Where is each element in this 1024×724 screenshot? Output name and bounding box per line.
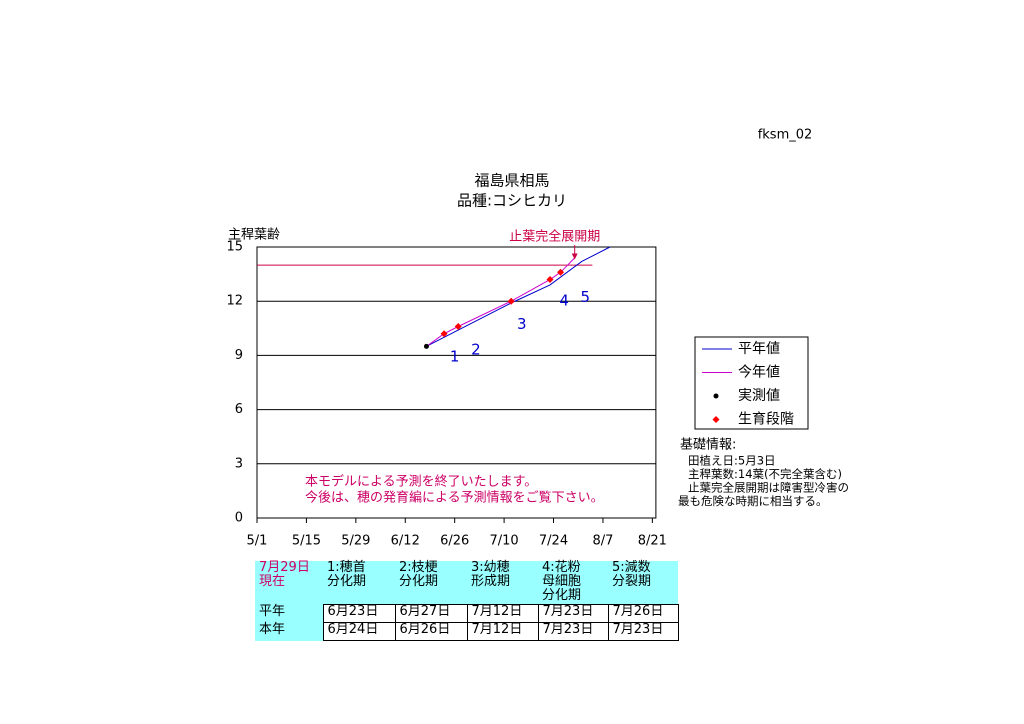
header-cell: 1:穂首 分化期 xyxy=(323,561,395,605)
x-tick-label: 7/24 xyxy=(539,534,568,549)
arrow-head xyxy=(571,253,578,260)
x-tick-label: 5/15 xyxy=(292,534,321,549)
table-cell: 7月23日 xyxy=(607,622,679,641)
header-text: 分化期 xyxy=(542,588,582,603)
y-tick-label: 3 xyxy=(235,456,243,471)
header-text: 1:穂首 xyxy=(327,560,366,575)
header-text: 分化期 xyxy=(399,574,439,589)
point xyxy=(454,322,462,330)
y-tick-label: 12 xyxy=(226,294,243,309)
note: 本モデルによる予測を終了いたします。 xyxy=(305,474,537,490)
point xyxy=(423,343,429,349)
header-text: 分裂期 xyxy=(612,574,652,589)
table-cell: 本年 xyxy=(255,622,323,641)
stage-label: 1 xyxy=(450,348,460,366)
table-row: 本年 6月24日 6月26日 7月12日 7月23日 7月23日 xyxy=(255,622,679,641)
annotation: 止葉完全展開期 xyxy=(509,229,600,245)
chart-title: 福島県相馬 xyxy=(474,172,549,190)
header-text: 4:花粉 xyxy=(542,560,581,575)
point xyxy=(507,297,515,305)
x-tick-label: 8/21 xyxy=(638,534,667,549)
header-cell: 3:幼穂 形成期 xyxy=(467,561,538,605)
table-cell: 平年 xyxy=(255,604,323,623)
y-axis-label: 主稈葉齢 xyxy=(228,228,280,243)
y-tick-label: 6 xyxy=(235,402,243,417)
info-title: 基礎情報: xyxy=(680,438,736,453)
x-tick-label: 5/29 xyxy=(341,534,370,549)
header-cell: 4:花粉 母細胞 分化期 xyxy=(538,561,608,605)
header-text: 5:減数 xyxy=(612,560,651,575)
point xyxy=(440,330,448,338)
info-line: 田植え日:5月3日 xyxy=(688,454,776,468)
table-cell: 6月27日 xyxy=(394,604,468,623)
x-tick-label: 5/1 xyxy=(247,534,268,549)
legend-label: 今年値 xyxy=(738,365,780,381)
table-cell: 7月23日 xyxy=(537,622,609,641)
header-text: 7月29日 xyxy=(259,560,310,575)
info-line: 止葉完全展開期は障害型冷害の xyxy=(688,481,849,495)
x-tick-label: 7/10 xyxy=(489,534,518,549)
header-row: 7月29日 現在 1:穂首 分化期 2:枝梗 分化期 3:幼穂 形成期 4:花粉 母細胞 分化期 5:… xyxy=(255,561,678,605)
legend-label: 生育段階 xyxy=(738,412,794,428)
header-cell: 5:減数 分裂期 xyxy=(608,561,678,605)
series-line xyxy=(426,257,576,347)
legend-label: 平年値 xyxy=(738,341,780,357)
stage-table: 7月29日 現在 1:穂首 分化期 2:枝梗 分化期 3:幼穂 形成期 4:花粉 母細胞 分化期 5:… xyxy=(255,561,679,641)
page-id: fksm_02 xyxy=(758,128,813,143)
note: 今後は、穂の発育編による予測情報をご覧下さい。 xyxy=(305,490,604,506)
y-tick-label: 15 xyxy=(226,240,243,255)
stage-label: 2 xyxy=(471,340,481,358)
header-text: 現在 xyxy=(259,574,286,589)
x-tick-label: 8/7 xyxy=(592,534,613,549)
stage-label: 4 xyxy=(559,292,569,310)
legend-box xyxy=(694,336,809,430)
stage-label: 3 xyxy=(517,315,527,333)
header-text: 3:幼穂 xyxy=(471,560,510,575)
legend-swatch xyxy=(713,393,719,399)
y-tick-label: 0 xyxy=(235,511,243,526)
header-text: 母細胞 xyxy=(542,574,582,589)
info-line: 最も危険な時期に相当する。 xyxy=(678,494,828,508)
point xyxy=(557,268,565,276)
y-tick-label: 9 xyxy=(235,348,243,363)
point xyxy=(546,276,554,284)
header-text: 分化期 xyxy=(327,574,367,589)
header-text: 2:枝梗 xyxy=(399,560,438,575)
header-cell: 7月29日 現在 xyxy=(255,561,323,605)
table-cell: 6月24日 xyxy=(322,622,396,641)
table-cell: 7月12日 xyxy=(466,622,539,641)
series-line xyxy=(426,246,611,347)
table-cell: 7月26日 xyxy=(607,604,679,623)
chart-subtitle: 品種:コシヒカリ xyxy=(457,192,567,210)
x-tick-label: 6/12 xyxy=(391,534,420,549)
header-text: 形成期 xyxy=(471,574,511,589)
legend-swatch xyxy=(712,416,720,423)
table-cell: 7月12日 xyxy=(466,604,539,623)
table-row: 平年 6月23日 6月27日 7月12日 7月23日 7月26日 xyxy=(255,604,679,623)
legend-label: 実測値 xyxy=(738,388,780,404)
header-cell: 2:枝梗 分化期 xyxy=(395,561,467,605)
stage-label: 5 xyxy=(581,288,591,306)
table-cell: 6月23日 xyxy=(322,604,396,623)
table-cell: 6月26日 xyxy=(394,622,468,641)
info-line: 主稈葉数:14葉(不完全葉含む) xyxy=(688,467,842,481)
table-cell: 7月23日 xyxy=(537,604,609,623)
x-tick-label: 6/26 xyxy=(440,534,469,549)
